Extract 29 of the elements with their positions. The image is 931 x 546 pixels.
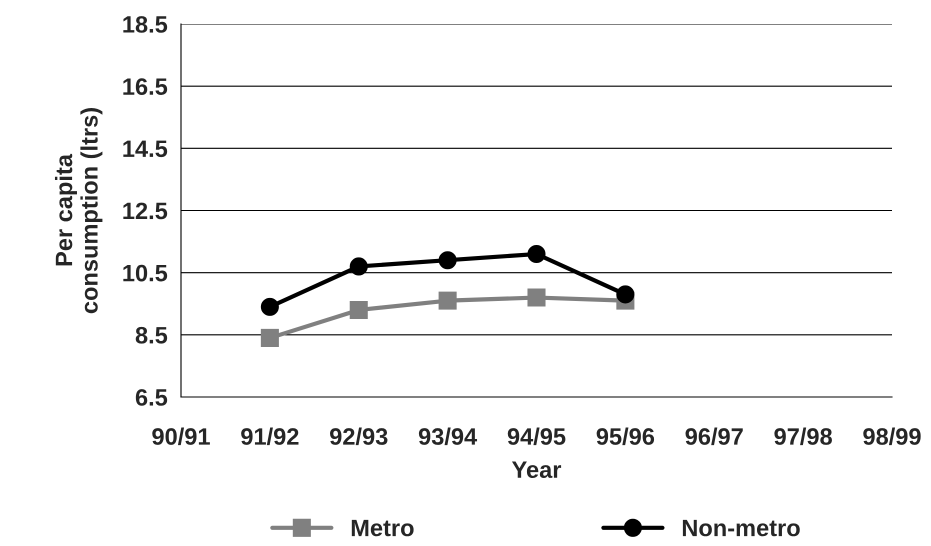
point [260,298,279,316]
point [438,292,457,310]
x-tick-label: 90/91 [152,428,210,446]
x-tick-label: 92/93 [330,428,388,446]
x-tick-label: 91/92 [241,428,298,446]
x-tick-label: 98/99 [863,428,921,446]
x-tick-label: 93/94 [418,428,478,446]
legend-label: Non-metro [682,520,800,536]
point [438,251,457,270]
y-tick-label: 18.5 [123,16,168,33]
point [350,257,368,276]
x-tick-label: 96/97 [686,428,743,446]
y-tick-label: 10.5 [123,264,168,282]
x-axis-title: Year [512,462,562,478]
y-axis-title: Per capita consumption (ltrs) [54,108,102,314]
y-tick-label: 16.5 [123,78,168,95]
point [616,285,634,304]
y-tick-label: 6.5 [136,389,168,406]
point [350,300,368,319]
y-tick-label: 14.5 [123,140,168,158]
y-tick-label: 8.5 [136,326,168,344]
point [527,244,546,264]
y-tick-label: 12.5 [123,202,168,220]
x-tick-label: 94/95 [508,428,566,446]
x-tick-label: 95/96 [596,428,654,446]
point [260,328,279,347]
legend-label: Metro [352,520,414,536]
point [527,288,546,307]
x-tick-label: 97/98 [774,428,832,446]
